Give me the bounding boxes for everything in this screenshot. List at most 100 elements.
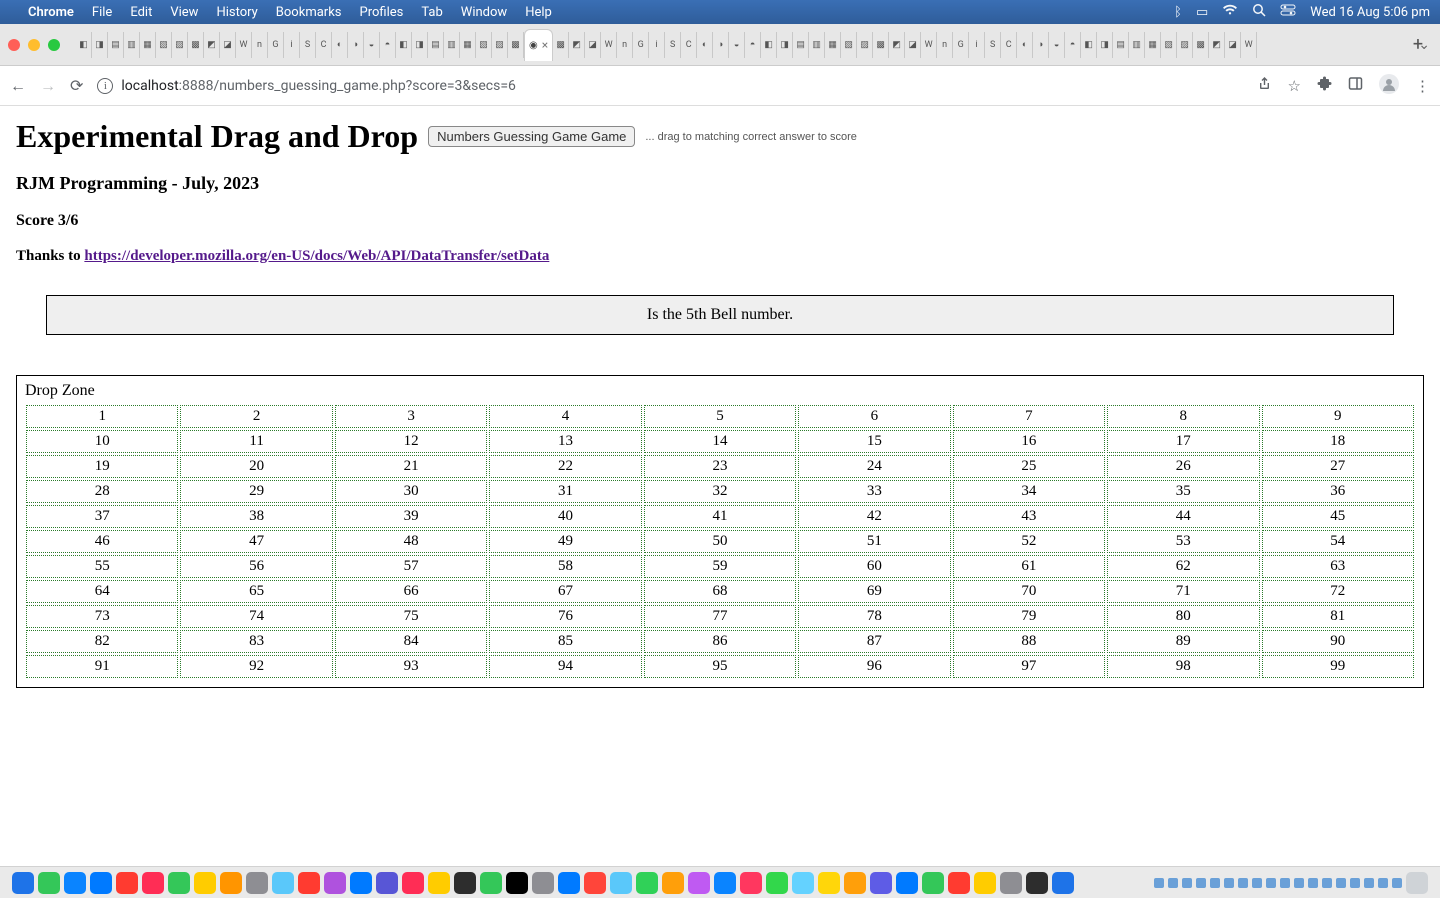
nav-back-button[interactable]: ← xyxy=(10,76,26,96)
number-cell[interactable]: 14 xyxy=(644,430,796,453)
background-tab[interactable]: ▤ xyxy=(428,32,444,58)
background-tab[interactable]: ◪ xyxy=(905,32,921,58)
number-cell[interactable]: 76 xyxy=(489,605,641,628)
number-cell[interactable]: 28 xyxy=(26,480,178,503)
number-cell[interactable]: 38 xyxy=(180,505,332,528)
number-cell[interactable]: 87 xyxy=(798,630,950,653)
dock-minimized-window-icon[interactable] xyxy=(1364,878,1374,888)
background-tab[interactable]: S xyxy=(985,32,1001,58)
dock-app-icon[interactable] xyxy=(818,872,840,894)
menu-window[interactable]: Window xyxy=(461,5,507,20)
background-tab[interactable]: ◧ xyxy=(1081,32,1097,58)
dock-app-icon[interactable] xyxy=(38,872,60,894)
dock-app-icon[interactable] xyxy=(974,872,996,894)
menu-file[interactable]: File xyxy=(92,5,112,20)
number-cell[interactable]: 63 xyxy=(1262,555,1414,578)
number-cell[interactable]: 52 xyxy=(953,530,1105,553)
dock-app-icon[interactable] xyxy=(246,872,268,894)
dock-minimized-window-icon[interactable] xyxy=(1182,878,1192,888)
dock-app-icon[interactable] xyxy=(584,872,606,894)
number-cell[interactable]: 74 xyxy=(180,605,332,628)
number-cell[interactable]: 18 xyxy=(1262,430,1414,453)
background-tab[interactable]: S xyxy=(665,32,681,58)
dock-minimized-window-icon[interactable] xyxy=(1224,878,1234,888)
dock-minimized-window-icon[interactable] xyxy=(1238,878,1248,888)
number-cell[interactable]: 62 xyxy=(1107,555,1259,578)
dock-app-icon[interactable] xyxy=(506,872,528,894)
question-box[interactable]: Is the 5th Bell number. xyxy=(46,295,1394,335)
number-cell[interactable]: 97 xyxy=(953,655,1105,678)
background-tab[interactable]: W xyxy=(1241,32,1257,58)
background-tab[interactable]: i xyxy=(969,32,985,58)
number-cell[interactable]: 70 xyxy=(953,580,1105,603)
site-info-icon[interactable]: i xyxy=(97,78,113,94)
dock-app-icon[interactable] xyxy=(350,872,372,894)
background-tab[interactable]: ◑ xyxy=(1033,32,1049,58)
number-cell[interactable]: 17 xyxy=(1107,430,1259,453)
number-cell[interactable]: 69 xyxy=(798,580,950,603)
number-cell[interactable]: 19 xyxy=(26,455,178,478)
spotlight-search-icon[interactable] xyxy=(1252,3,1266,21)
number-cell[interactable]: 36 xyxy=(1262,480,1414,503)
number-cell[interactable]: 50 xyxy=(644,530,796,553)
background-tab[interactable]: ◒ xyxy=(1049,32,1065,58)
menu-edit[interactable]: Edit xyxy=(130,5,152,20)
window-minimize-button[interactable] xyxy=(28,39,40,51)
dock-app-icon[interactable] xyxy=(1026,872,1048,894)
number-cell[interactable]: 99 xyxy=(1262,655,1414,678)
number-cell[interactable]: 54 xyxy=(1262,530,1414,553)
background-tab[interactable]: ▦ xyxy=(140,32,156,58)
background-tab[interactable]: ▦ xyxy=(1145,32,1161,58)
dock-app-icon[interactable] xyxy=(298,872,320,894)
number-cell[interactable]: 1 xyxy=(26,405,178,428)
background-tab[interactable]: C xyxy=(316,32,332,58)
dock-app-icon[interactable] xyxy=(376,872,398,894)
dock-minimized-window-icon[interactable] xyxy=(1336,878,1346,888)
number-cell[interactable]: 83 xyxy=(180,630,332,653)
background-tab[interactable]: ▤ xyxy=(108,32,124,58)
dock-app-icon[interactable] xyxy=(454,872,476,894)
window-close-button[interactable] xyxy=(8,39,20,51)
number-cell[interactable]: 46 xyxy=(26,530,178,553)
background-tab[interactable]: ▧ xyxy=(1161,32,1177,58)
dock-minimized-window-icon[interactable] xyxy=(1154,878,1164,888)
background-tab[interactable]: ▤ xyxy=(1113,32,1129,58)
dock-minimized-window-icon[interactable] xyxy=(1210,878,1220,888)
number-cell[interactable]: 27 xyxy=(1262,455,1414,478)
number-cell[interactable]: 98 xyxy=(1107,655,1259,678)
background-tab[interactable]: W xyxy=(601,32,617,58)
number-cell[interactable]: 64 xyxy=(26,580,178,603)
background-tab[interactable]: ◓ xyxy=(380,32,396,58)
dock-minimized-window-icon[interactable] xyxy=(1308,878,1318,888)
number-cell[interactable]: 39 xyxy=(335,505,487,528)
number-cell[interactable]: 86 xyxy=(644,630,796,653)
number-cell[interactable]: 44 xyxy=(1107,505,1259,528)
number-cell[interactable]: 81 xyxy=(1262,605,1414,628)
background-tab[interactable]: i xyxy=(284,32,300,58)
number-cell[interactable]: 88 xyxy=(953,630,1105,653)
number-cell[interactable]: 12 xyxy=(335,430,487,453)
number-cell[interactable]: 90 xyxy=(1262,630,1414,653)
number-cell[interactable]: 75 xyxy=(335,605,487,628)
menu-tab[interactable]: Tab xyxy=(421,5,442,20)
background-tab[interactable]: S xyxy=(300,32,316,58)
background-tab[interactable]: ▨ xyxy=(492,32,508,58)
dock-app-icon[interactable] xyxy=(402,872,424,894)
active-tab[interactable]: ◉× xyxy=(524,29,553,61)
number-cell[interactable]: 21 xyxy=(335,455,487,478)
number-cell[interactable]: 94 xyxy=(489,655,641,678)
background-tab[interactable]: ◩ xyxy=(569,32,585,58)
number-cell[interactable]: 32 xyxy=(644,480,796,503)
dock-app-icon[interactable] xyxy=(64,872,86,894)
dock-app-icon[interactable] xyxy=(896,872,918,894)
number-cell[interactable]: 34 xyxy=(953,480,1105,503)
background-tab[interactable]: ◑ xyxy=(713,32,729,58)
number-cell[interactable]: 80 xyxy=(1107,605,1259,628)
dock-minimized-window-icon[interactable] xyxy=(1252,878,1262,888)
background-tab[interactable]: ▧ xyxy=(476,32,492,58)
number-cell[interactable]: 66 xyxy=(335,580,487,603)
share-icon[interactable] xyxy=(1257,76,1272,95)
dock-minimized-window-icon[interactable] xyxy=(1266,878,1276,888)
menu-help[interactable]: Help xyxy=(525,5,552,20)
background-tab[interactable]: i xyxy=(649,32,665,58)
